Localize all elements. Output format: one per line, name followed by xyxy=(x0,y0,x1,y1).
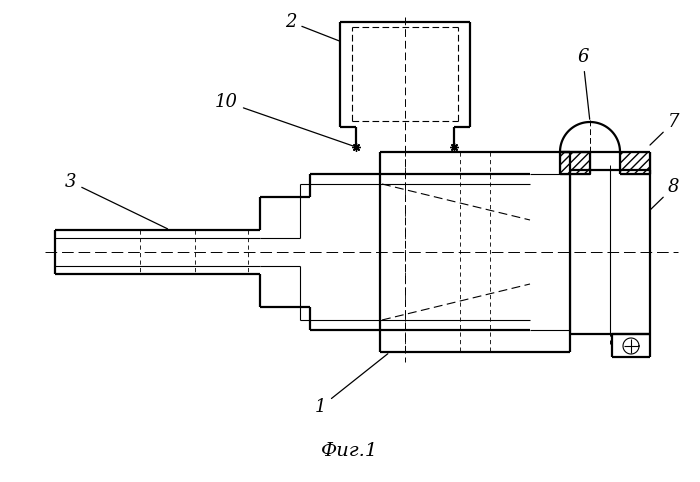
Text: 3: 3 xyxy=(65,173,167,229)
Text: 7: 7 xyxy=(650,113,680,145)
Text: Фиг.1: Фиг.1 xyxy=(321,442,379,460)
Text: 8: 8 xyxy=(650,178,680,210)
Bar xyxy=(620,152,650,174)
Text: 10: 10 xyxy=(215,93,354,146)
Text: 2: 2 xyxy=(285,13,340,41)
Text: 1: 1 xyxy=(315,354,388,416)
Bar xyxy=(560,152,590,174)
Text: 6: 6 xyxy=(577,48,589,119)
